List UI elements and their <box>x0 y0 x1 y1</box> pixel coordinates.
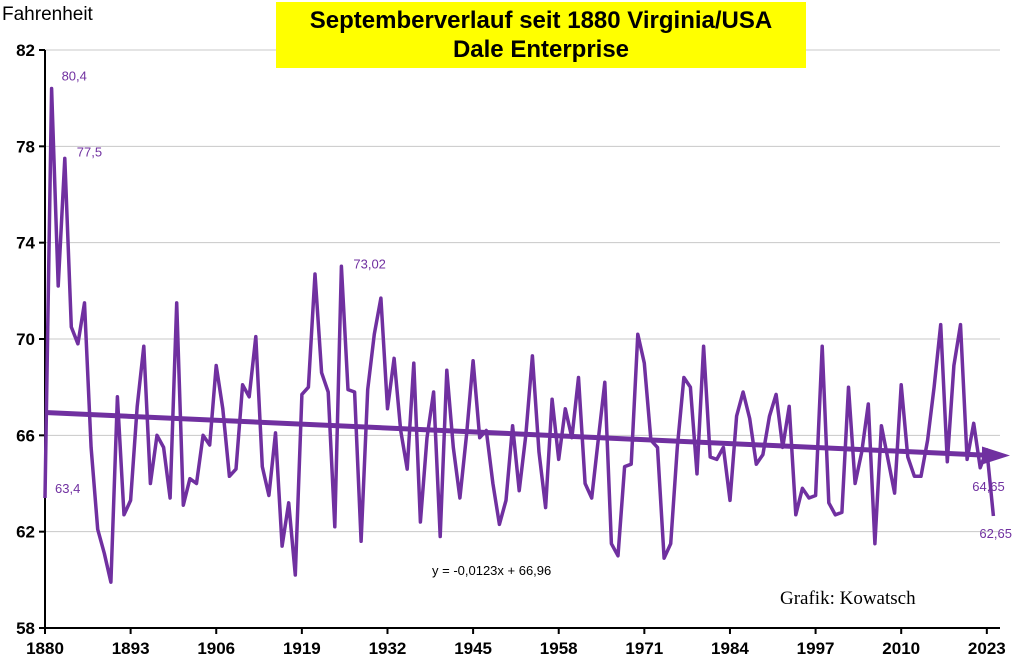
data-label: 77,5 <box>77 144 102 159</box>
data-labels: 63,4 80,4 77,5 73,02 64,65 62,65 <box>55 69 1012 541</box>
x-tick-label: 1932 <box>369 639 407 658</box>
trend-equation: y = -0,0123x + 66,96 <box>432 563 552 578</box>
data-label: 62,65 <box>979 526 1012 541</box>
trend-line <box>44 410 1010 465</box>
series <box>43 86 996 584</box>
x-tick-label: 1945 <box>454 639 492 658</box>
x-tick-label: 1958 <box>540 639 578 658</box>
y-axis-unit-label: Fahrenheit <box>2 4 93 25</box>
chart-subtitle: Dale Enterprise <box>452 36 630 63</box>
x-tick-label: 2023 <box>968 639 1006 658</box>
trend-arrow-head <box>982 446 1010 465</box>
data-label: 80,4 <box>62 69 87 84</box>
data-label: 73,02 <box>353 256 386 271</box>
y-tick-label: 62 <box>16 523 35 542</box>
x-tick-label: 1971 <box>625 639 663 658</box>
x-tick-label: 2010 <box>882 639 920 658</box>
x-tick-label: 1984 <box>711 639 749 658</box>
x-tick-label: 1919 <box>283 639 321 658</box>
x-tick-label: 1997 <box>797 639 835 658</box>
y-tick-label: 66 <box>16 426 35 445</box>
data-label: 63,4 <box>55 481 80 496</box>
y-tick-label: 78 <box>16 137 35 156</box>
trend-line-path <box>44 410 993 458</box>
axes <box>39 49 1000 634</box>
series-line <box>43 86 996 584</box>
x-tick-label: 1893 <box>112 639 150 658</box>
x-tick-label: 1880 <box>26 639 64 658</box>
y-tick-labels: 58 62 66 70 74 78 82 <box>16 41 35 638</box>
y-tick-label: 58 <box>16 619 35 638</box>
chart-title: Septemberverlauf seit 1880 Virginia/USA <box>309 7 773 34</box>
x-tick-labels: 1880 1893 1906 1919 1932 1945 1958 1971 1984 1997… <box>26 639 1006 658</box>
chart-title-box: Septemberverlauf seit 1880 Virginia/USA … <box>276 2 806 68</box>
y-tick-label: 70 <box>16 330 35 349</box>
y-tick-label: 82 <box>16 41 35 60</box>
chart-credit: Grafik: Kowatsch <box>780 588 916 609</box>
x-tick-label: 1906 <box>197 639 235 658</box>
y-tick-label: 74 <box>16 234 35 253</box>
data-label: 64,65 <box>972 479 1005 494</box>
